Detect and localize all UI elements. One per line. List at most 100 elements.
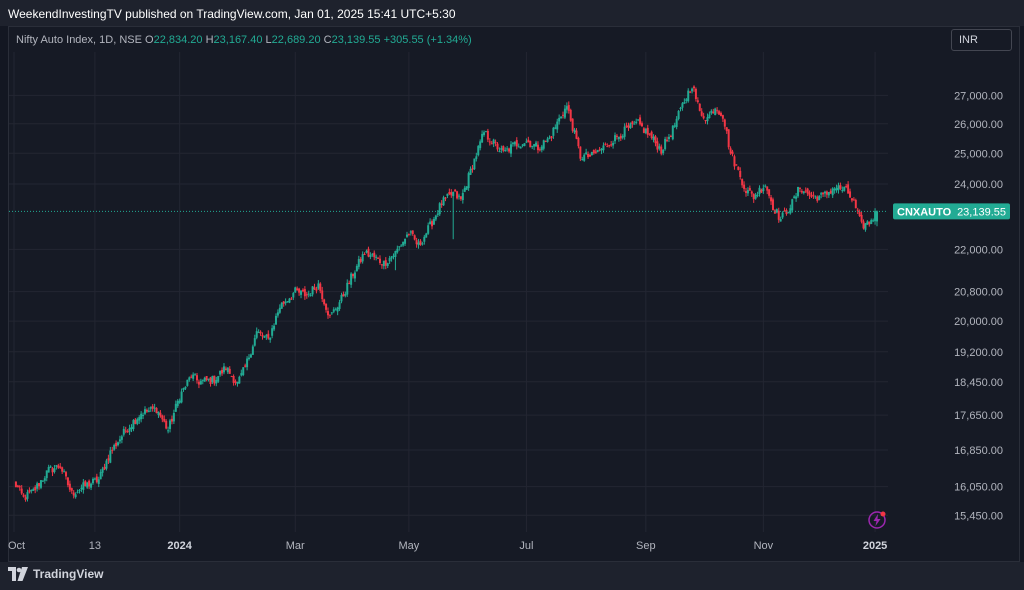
candle-body [284,301,287,304]
price-axis: 27,000.00 26,000.00 25,000.00 24,000.00 22,0… [954,90,1003,522]
candle-body [614,135,617,142]
candle-body [569,109,572,121]
candle-body [309,294,312,296]
candle-body [328,314,331,316]
candle-body [746,190,749,194]
candle-body [473,158,476,170]
candle-body [554,127,557,129]
candle-body [240,373,243,376]
candle-body [234,381,237,383]
candle-body [311,286,314,295]
candle-body [847,184,850,194]
candle-body [294,287,297,293]
candle-body [213,375,216,384]
change-value: +305.55 (+1.34%) [383,34,472,46]
candle-body [850,198,853,201]
price-tick-label: 27,000.00 [954,90,1003,102]
high-key: H [205,34,214,46]
candle-body [712,111,715,114]
candle-body [326,311,329,316]
candle-body [837,185,840,191]
candle-body [342,294,345,297]
candle-body [839,185,842,189]
candle-body [242,367,245,376]
brand[interactable]: TradingView [8,567,103,581]
candle-body [336,307,339,312]
price-tick-label: 24,000.00 [954,179,1003,191]
candle-body [432,218,435,225]
candle-body [681,103,684,108]
candle-body [70,488,73,491]
candle-body [754,194,757,199]
candle-body [440,203,443,205]
candle-body [504,149,507,151]
candle-body [484,131,487,133]
candle-body [442,197,445,206]
candle-body [679,107,682,110]
candle-body [573,129,576,133]
candle-body [739,170,742,178]
candle-body [402,241,405,246]
candle-body [798,187,801,189]
candle-body [72,492,75,496]
chart-pane[interactable] [8,26,1020,562]
candle-body [764,185,767,187]
candle-body [486,130,489,140]
candle-body [563,108,566,118]
candle-body [384,260,387,266]
symbol-title[interactable]: Nifty Auto Index, 1D, NSE [16,34,142,46]
candle-body [552,127,555,136]
candle-body [627,125,630,128]
candle-body [170,418,173,422]
candle-body [457,195,460,197]
candle-body [188,377,191,380]
candle-body [689,91,692,93]
candle-body [756,194,759,196]
candle-body [101,468,104,473]
candle-body [190,376,193,378]
price-tick-label: 19,200.00 [954,347,1003,359]
candle-body [90,483,93,488]
candle-body [583,154,586,161]
candle-body [278,307,281,313]
candle-body [652,136,655,140]
candle-body [590,152,593,156]
candle-body [446,193,449,196]
candle-body [36,483,39,489]
candle-body [864,223,867,230]
candle-body [330,312,333,314]
candle-body [226,367,229,373]
candle-body [409,231,412,233]
candle-body [157,411,160,415]
candle-body [18,486,21,488]
currency-button[interactable]: INR [951,29,1012,51]
candle-body [700,111,703,116]
candle-body [118,439,121,442]
candle-body [498,150,501,152]
candle-body [656,141,659,150]
candle-body [313,287,316,290]
candle-body [147,410,150,412]
lightning-icon[interactable] [867,510,887,530]
candle-body [363,253,366,255]
candle-body [367,248,370,257]
candle-body [729,148,732,154]
candle-body [669,136,672,138]
candle-body [444,197,447,199]
candle-body [858,211,861,216]
candle-body [506,148,509,150]
candle-body [787,212,790,214]
candle-body [184,386,187,389]
candle-body [390,256,393,259]
candle-body [521,144,524,146]
price-tick-label: 15,450.00 [954,510,1003,522]
candle-body [419,240,422,245]
candle-body [587,153,590,158]
candle-body [793,196,796,199]
candle-body [126,430,129,433]
candle-body [575,130,578,139]
candle-body [585,152,588,155]
candle-body [606,146,609,148]
candle-body [359,258,362,263]
